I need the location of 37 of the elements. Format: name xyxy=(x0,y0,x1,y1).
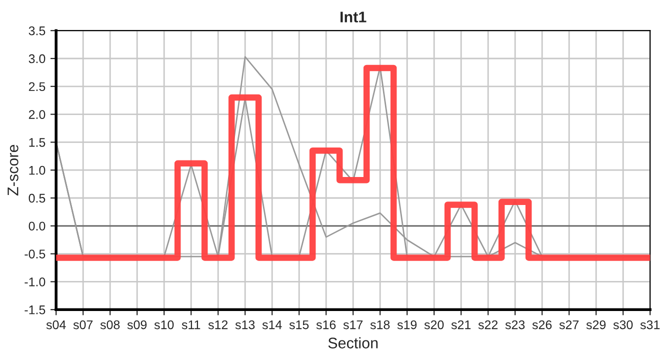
x-axis-title: Section xyxy=(328,337,378,348)
y-tick-label: 3.5 xyxy=(28,26,46,36)
x-tick-label: s16 xyxy=(316,320,336,330)
x-tick-label: s22 xyxy=(478,320,498,330)
x-tick-label: s29 xyxy=(586,320,606,330)
x-tick-label: s07 xyxy=(73,320,93,330)
y-tick-label: 2.0 xyxy=(28,110,46,119)
x-tick-label: s21 xyxy=(451,320,471,330)
x-tick-label: s26 xyxy=(532,320,552,330)
x-tick-label: s31 xyxy=(640,320,660,330)
x-tick-label: s15 xyxy=(289,320,309,330)
y-tick-label: 0.0 xyxy=(28,222,46,231)
x-tick-label: s20 xyxy=(424,320,444,330)
x-tick-label: s17 xyxy=(343,320,363,330)
x-tick-label: s08 xyxy=(100,320,120,330)
y-tick-label: 1.0 xyxy=(29,166,46,175)
x-tick-label: s23 xyxy=(505,320,525,330)
y-tick-label: 2.5 xyxy=(28,82,46,92)
x-tick-label: s09 xyxy=(127,320,147,330)
y-tick-label: -1.5 xyxy=(24,306,46,314)
x-tick-label: s19 xyxy=(397,320,417,330)
y-tick-label: 3.0 xyxy=(28,54,46,64)
x-tick-label: s13 xyxy=(235,320,255,330)
y-tick-label: 1.5 xyxy=(29,138,46,147)
x-tick-label: s14 xyxy=(262,320,282,330)
y-tick-label: -1.0 xyxy=(24,278,46,286)
x-tick-label: s18 xyxy=(370,320,390,330)
chart-title: Int1 xyxy=(340,12,366,22)
x-tick-label: s11 xyxy=(182,320,200,330)
x-tick-label: s12 xyxy=(208,320,228,330)
x-tick-label: s10 xyxy=(154,320,174,330)
y-tick-label: 0.5 xyxy=(28,194,46,203)
x-tick-label: s04 xyxy=(46,320,66,330)
x-tick-label: s30 xyxy=(613,320,633,330)
y-axis-title: Z-score xyxy=(8,144,18,196)
y-tick-label: -0.5 xyxy=(24,250,46,258)
x-tick-label: s27 xyxy=(559,320,579,330)
